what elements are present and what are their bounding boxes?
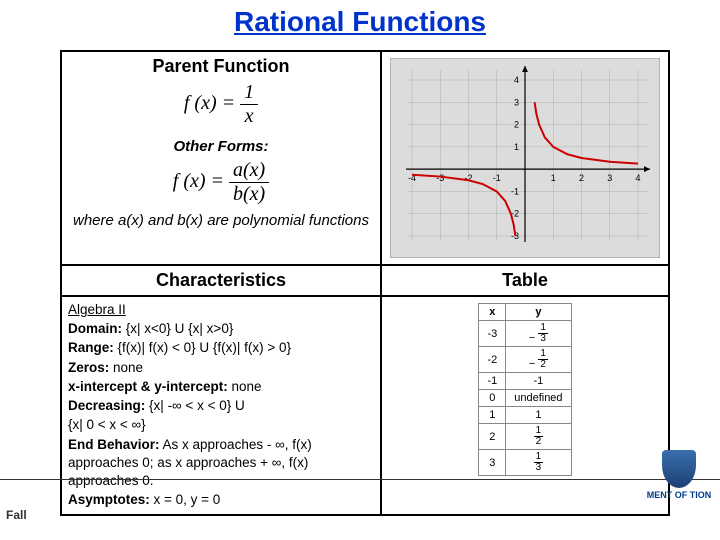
range-label: Range:: [68, 340, 114, 355]
graph-cell: -4-3-2-11234-3-2-11234: [381, 51, 669, 265]
decreasing-label: Decreasing:: [68, 398, 145, 413]
footer-rule: [0, 479, 720, 480]
svg-text:-3: -3: [436, 173, 444, 183]
svg-text:-1: -1: [493, 173, 501, 183]
svg-text:2: 2: [579, 173, 584, 183]
asymptotes-value: x = 0, y = 0: [150, 492, 221, 507]
svg-text:3: 3: [514, 97, 519, 107]
zeros-value: none: [109, 360, 143, 375]
table-header: Table: [381, 265, 669, 296]
intercept-label: x-intercept & y-intercept:: [68, 379, 228, 394]
svg-text:4: 4: [635, 173, 640, 183]
parent-label: Parent Function: [68, 56, 374, 77]
svg-text:1: 1: [551, 173, 556, 183]
parent-function-cell: Parent Function f (x) = 1x Other Forms: …: [61, 51, 381, 265]
other-lhs: f (x) =: [173, 170, 229, 192]
decreasing-value2: {x| 0 < x < ∞}: [68, 417, 146, 432]
characteristics-body: Algebra II Domain: {x| x<0} U {x| x>0} R…: [61, 296, 381, 515]
shield-icon: [662, 450, 696, 488]
decreasing-value: {x| -∞ < x < 0} U: [145, 398, 244, 413]
other-formula: f (x) = a(x)b(x): [68, 159, 374, 206]
svg-text:2: 2: [514, 120, 519, 130]
reciprocal-graph: -4-3-2-11234-3-2-11234: [390, 58, 660, 258]
other-num: a(x): [229, 159, 269, 183]
dept-logo: MENT OF TION: [644, 450, 714, 510]
polynomial-note: where a(x) and b(x) are polynomial funct…: [68, 212, 374, 229]
endbehavior-label: End Behavior:: [68, 437, 160, 452]
range-value: {f(x)| f(x) < 0} U {f(x)| f(x) > 0}: [114, 340, 291, 355]
formula-num: 1: [240, 81, 258, 105]
page-title: Rational Functions: [0, 0, 720, 40]
svg-text:-1: -1: [511, 186, 519, 196]
formula-den: x: [240, 105, 258, 128]
svg-text:1: 1: [514, 142, 519, 152]
formula-lhs: f (x) =: [184, 92, 240, 114]
asymptotes-label: Asymptotes:: [68, 492, 150, 507]
content-grid: Parent Function f (x) = 1x Other Forms: …: [60, 50, 670, 516]
svg-text:3: 3: [607, 173, 612, 183]
domain-label: Domain:: [68, 321, 122, 336]
table-body: xy-3− 13-2− 12-1-10undefined11212313: [381, 296, 669, 515]
logo-text: MENT OF TION: [644, 490, 714, 500]
intercept-value: none: [228, 379, 262, 394]
domain-value: {x| x<0} U {x| x>0}: [122, 321, 233, 336]
parent-formula: f (x) = 1x: [68, 81, 374, 128]
svg-text:4: 4: [514, 75, 519, 85]
other-forms-label: Other Forms:: [68, 138, 374, 155]
value-table: xy-3− 13-2− 12-1-10undefined11212313: [478, 303, 571, 476]
zeros-label: Zeros:: [68, 360, 109, 375]
course-label: Algebra II: [68, 302, 126, 317]
other-den: b(x): [229, 183, 269, 206]
characteristics-header: Characteristics: [61, 265, 381, 296]
footer-left: Fall: [6, 508, 27, 522]
